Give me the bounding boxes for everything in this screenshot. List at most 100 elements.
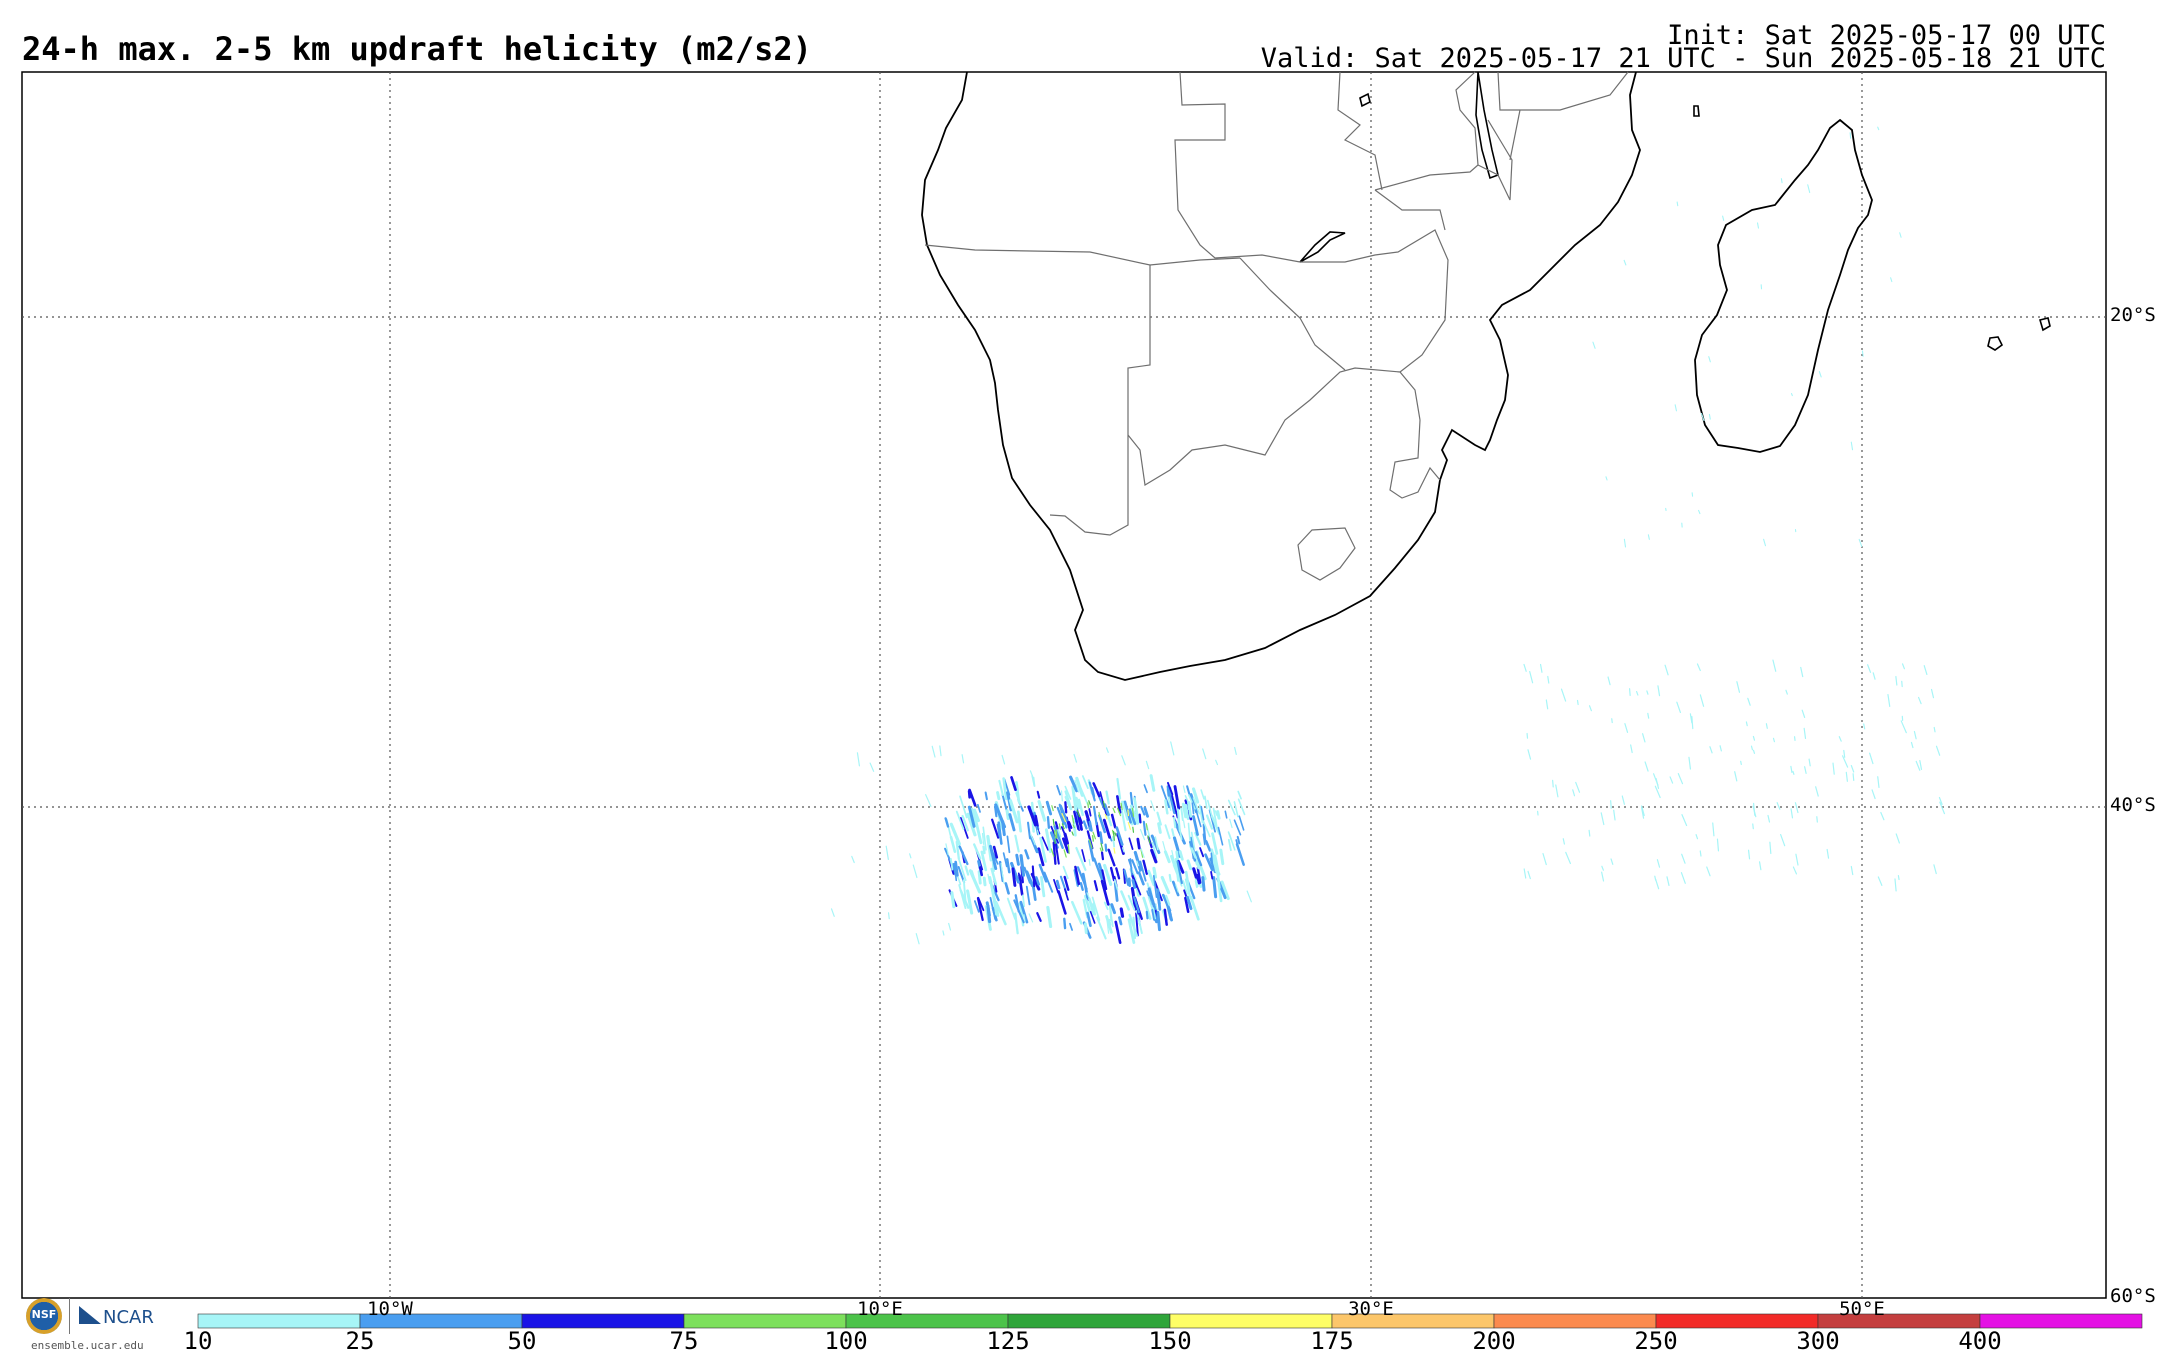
helicity-streak xyxy=(1089,801,1091,805)
helicity-streak xyxy=(962,755,963,763)
helicity-streak xyxy=(932,746,935,757)
helicity-streak xyxy=(1074,754,1076,762)
helicity-streak xyxy=(1606,477,1607,480)
helicity-streak xyxy=(1637,692,1638,695)
helicity-streak xyxy=(1937,746,1940,755)
helicity-streak xyxy=(1566,852,1571,863)
helicity-streak xyxy=(1819,372,1821,377)
helicity-streak xyxy=(1700,851,1701,856)
helicity-streak xyxy=(1562,689,1566,701)
helicity-streak xyxy=(889,913,890,919)
helicity-streak xyxy=(1911,742,1912,747)
country-borders xyxy=(925,72,1628,580)
helicity-streak xyxy=(1901,721,1906,733)
lon-label-30e: 30°E xyxy=(1348,1298,1394,1320)
colorbar-swatch xyxy=(1008,1314,1170,1328)
helicity-streak xyxy=(1543,854,1546,865)
helicity-streak xyxy=(1029,914,1032,922)
helicity-streak xyxy=(913,865,917,877)
helicity-streak xyxy=(998,793,999,799)
helicity-streak xyxy=(1238,837,1240,843)
helicity-streak xyxy=(1048,817,1049,828)
helicity-streak xyxy=(1139,873,1143,884)
helicity-streak xyxy=(1864,724,1865,729)
helicity-streak xyxy=(946,818,948,826)
helicity-streak xyxy=(1817,817,1818,822)
helicity-streak xyxy=(1151,801,1155,811)
helicity-streak xyxy=(1146,824,1147,830)
helicity-streak xyxy=(1159,824,1161,833)
helicity-streak xyxy=(1006,883,1009,893)
helicity-streak xyxy=(1039,802,1045,821)
helicity-streak xyxy=(916,934,919,944)
helicity-streak xyxy=(1774,738,1775,741)
helicity-streak xyxy=(1795,803,1797,813)
colorbar-swatch xyxy=(684,1314,846,1328)
helicity-streak xyxy=(1181,809,1182,821)
helicity-streak xyxy=(1553,780,1554,787)
colorbar-swatch xyxy=(1980,1314,2142,1328)
helicity-streak xyxy=(1239,799,1245,814)
helicity-streak xyxy=(1089,860,1090,866)
helicity-streak xyxy=(1145,808,1148,816)
helicity-streak xyxy=(1816,787,1819,796)
helicity-streak xyxy=(1697,664,1700,670)
helicity-streak xyxy=(1016,895,1019,911)
helicity-streak xyxy=(1114,848,1115,853)
helicity-streak xyxy=(1768,815,1769,821)
helicity-streak xyxy=(1175,786,1179,808)
helicity-streak xyxy=(1656,879,1659,888)
helicity-streak xyxy=(1809,759,1810,766)
helicity-streak xyxy=(1065,802,1066,812)
helicity-streak xyxy=(1827,849,1828,858)
helicity-streak xyxy=(1872,790,1875,799)
helicity-streak xyxy=(1541,664,1542,672)
ensemble-url: ensemble.ucar.edu xyxy=(31,1339,144,1352)
helicity-streak xyxy=(1846,772,1847,781)
helicity-streak xyxy=(1111,868,1114,880)
colorbar-tick-label: 400 xyxy=(1958,1327,2001,1355)
helicity-streak xyxy=(1235,748,1237,755)
helicity-streak xyxy=(1677,702,1681,712)
helicity-streak xyxy=(1681,873,1685,884)
helicity-streak xyxy=(1149,871,1154,885)
colorbar-swatch xyxy=(1656,1314,1818,1328)
colorbar-tick-label: 250 xyxy=(1634,1327,1677,1355)
helicity-streak xyxy=(1862,351,1863,356)
helicity-streak xyxy=(1133,918,1135,938)
helicity-streak xyxy=(1808,185,1810,193)
helicity-streak xyxy=(1128,822,1130,829)
helicity-streak xyxy=(1665,665,1668,675)
helicity-streak xyxy=(1059,824,1060,829)
helicity-streak xyxy=(1206,841,1210,850)
ncar-mark-icon xyxy=(79,1306,101,1324)
helicity-streak xyxy=(1919,697,1921,703)
helicity-streak xyxy=(1116,922,1120,943)
helicity-streak xyxy=(1007,836,1009,852)
helicity-streak xyxy=(1048,907,1051,926)
helicity-streak xyxy=(1792,394,1793,396)
helicity-streak xyxy=(1146,761,1148,768)
helicity-streak xyxy=(1914,732,1916,739)
helicity-streak xyxy=(986,793,987,800)
helicity-streak xyxy=(951,837,955,852)
helicity-streak xyxy=(910,854,911,858)
helicity-streak xyxy=(1144,822,1146,835)
colorbar-tick-label: 75 xyxy=(670,1327,699,1355)
lake-outline xyxy=(1360,94,1370,106)
helicity-streak xyxy=(1003,877,1004,883)
helicity-streak xyxy=(984,878,985,885)
colorbar-tick-label: 300 xyxy=(1796,1327,1839,1355)
helicity-streak xyxy=(1083,776,1088,788)
helicity-streak xyxy=(1896,677,1897,685)
helicity-streak xyxy=(1023,895,1024,906)
helicity-streak xyxy=(832,909,835,916)
helicity-streak xyxy=(1088,913,1091,926)
colorbar-tick-label: 10 xyxy=(184,1327,213,1355)
helicity-streak xyxy=(1657,860,1659,867)
helicity-streak xyxy=(1796,854,1798,865)
helicity-streak xyxy=(1174,818,1175,828)
helicity-streak xyxy=(1844,750,1845,757)
helicity-streak xyxy=(1805,767,1806,774)
